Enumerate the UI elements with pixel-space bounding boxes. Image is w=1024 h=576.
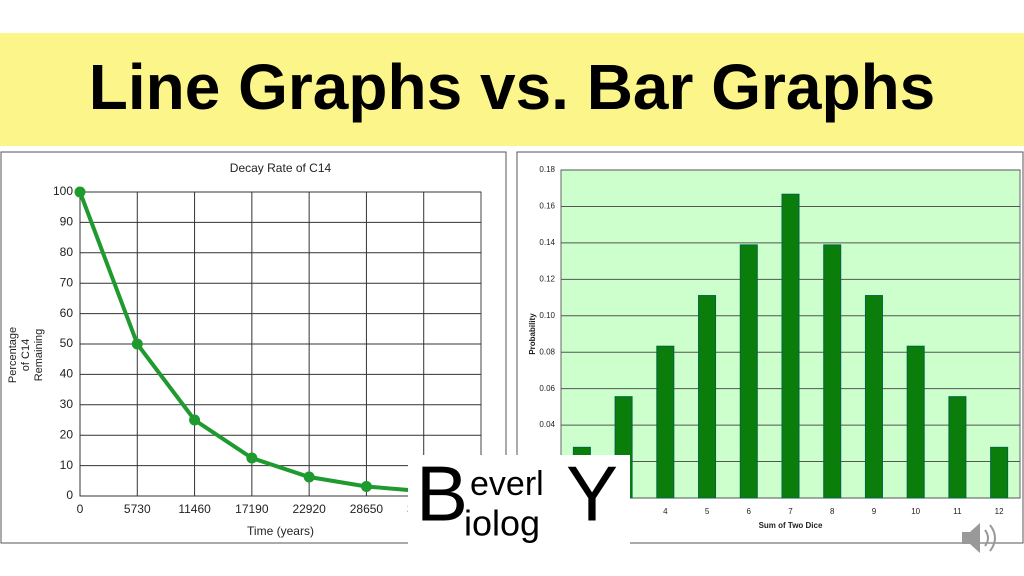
data-point — [246, 452, 258, 464]
data-point — [74, 186, 86, 198]
x-tick-label: 0 — [77, 502, 84, 516]
y-tick-label: 10 — [60, 458, 74, 472]
y-tick-label: 100 — [53, 184, 73, 198]
bar — [990, 446, 1009, 499]
logo-iolog: iolog — [464, 503, 540, 544]
logo-everl: everl — [470, 465, 544, 503]
data-point — [360, 481, 372, 492]
chart-title: Decay Rate of C14 — [230, 161, 332, 175]
x-tick-label: 7 — [788, 507, 793, 516]
logo-b: B — [416, 450, 468, 538]
bar — [739, 244, 758, 499]
y-tick-label: 0.12 — [539, 274, 555, 283]
y-axis-label: Percentage — [7, 327, 19, 383]
speaker-body — [962, 523, 980, 553]
bar — [698, 295, 717, 499]
x-tick-label: 10 — [911, 507, 920, 516]
x-tick-label: 11460 — [178, 502, 211, 516]
y-tick-label: 0.18 — [539, 165, 555, 174]
x-tick-label: 9 — [872, 507, 877, 516]
bar — [906, 345, 925, 499]
x-axis-label: Sum of Two Dice — [759, 521, 823, 530]
y-axis-label: Probability — [528, 313, 537, 355]
x-tick-label: 28650 — [350, 502, 384, 516]
speaker-icon — [962, 523, 996, 553]
y-tick-label: 30 — [60, 397, 74, 411]
title-band — [0, 33, 1024, 146]
logo: B everl Y iolog — [408, 450, 630, 545]
x-tick-label: 5730 — [124, 502, 151, 516]
bar — [656, 345, 675, 499]
logo-y: Y — [566, 450, 618, 538]
bar — [781, 193, 800, 499]
y-tick-label: 0.08 — [539, 347, 555, 356]
charts: Decay Rate of C1401020304050607080901000… — [7, 161, 1021, 538]
x-tick-label: 17190 — [235, 502, 269, 516]
x-tick-label: 22920 — [292, 502, 326, 516]
data-point — [303, 471, 315, 483]
slide-title: Line Graphs vs. Bar Graphs — [89, 51, 936, 123]
x-axis-label: Time (years) — [247, 524, 314, 538]
x-tick-label: 4 — [663, 507, 668, 516]
y-axis-label: Remaining — [33, 329, 45, 382]
y-tick-label: 50 — [60, 336, 74, 350]
y-tick-label: 0.10 — [539, 311, 555, 320]
x-tick-label: 5 — [705, 507, 710, 516]
y-tick-label: 60 — [60, 306, 74, 320]
bar — [948, 396, 967, 499]
x-tick-label: 8 — [830, 507, 835, 516]
y-tick-label: 0.16 — [539, 202, 555, 211]
x-tick-label: 12 — [995, 507, 1004, 516]
y-axis-label: of C14 — [20, 339, 32, 371]
y-tick-label: 0.14 — [539, 238, 555, 247]
y-tick-label: 20 — [60, 427, 74, 441]
bar — [864, 295, 883, 499]
bar — [823, 244, 842, 499]
data-point — [131, 338, 143, 350]
y-tick-label: 0.06 — [539, 384, 555, 393]
y-tick-label: 40 — [60, 367, 74, 381]
data-point — [189, 414, 201, 426]
y-tick-label: 0.04 — [539, 420, 555, 429]
y-tick-label: 80 — [60, 245, 74, 259]
speaker-waves — [984, 524, 996, 552]
y-tick-label: 90 — [60, 215, 74, 229]
x-tick-label: 6 — [747, 507, 752, 516]
y-tick-label: 0 — [66, 488, 73, 502]
x-tick-label: 11 — [953, 507, 962, 516]
logo-box — [408, 455, 630, 545]
y-tick-label: 70 — [60, 275, 74, 289]
